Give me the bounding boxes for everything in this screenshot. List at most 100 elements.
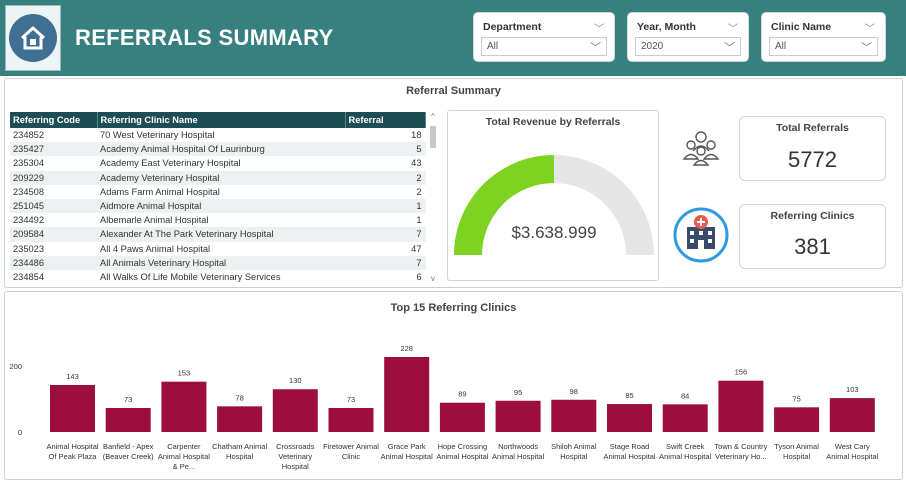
- referral-table: Referring Code Referring Clinic Name Ref…: [10, 112, 426, 284]
- department-slicer[interactable]: Department ﹀ All ﹀: [473, 12, 615, 62]
- total-referrals-card: Total Referrals 5772: [739, 116, 886, 181]
- category-label: Banfield - Apex (Beaver Creek): [102, 442, 154, 461]
- table-row[interactable]: 234852 70 West Veterinary Hospital 18: [10, 128, 426, 142]
- cell-code: 234508: [13, 186, 45, 197]
- chart-title: Top 15 Referring Clinics: [390, 302, 517, 314]
- clinic-name-label: Clinic Name: [771, 21, 832, 33]
- gauge-chart: [454, 155, 654, 255]
- year-month-select[interactable]: 2020 ﹀: [635, 37, 741, 56]
- category-label: Northwoods Animal Hospital: [492, 442, 545, 461]
- referring-clinics-value: 381: [794, 234, 831, 259]
- chevron-down-icon[interactable]: ﹀: [865, 24, 875, 35]
- clinic-name-value: All: [775, 41, 787, 52]
- cell-clinic: 70 West Veterinary Hospital: [100, 130, 215, 141]
- cell-referral: 6: [416, 271, 422, 282]
- total-referrals-value: 5772: [788, 147, 837, 172]
- cell-referral: 18: [411, 130, 422, 141]
- table-row[interactable]: 234854 All Walks Of Life Mobile Veterinar…: [10, 270, 426, 284]
- category-label: Stage Road Animal Hospital: [603, 442, 656, 461]
- cell-code: 234852: [13, 130, 45, 141]
- scroll-down-icon[interactable]: v: [431, 274, 435, 283]
- referring-clinics-card: Referring Clinics 381: [739, 204, 886, 269]
- page-title: REFERRALS SUMMARY: [75, 25, 334, 50]
- cell-referral: 7: [345, 255, 426, 270]
- chevron-down-icon[interactable]: ﹀: [594, 24, 604, 35]
- year-month-label: Year, Month: [637, 21, 696, 33]
- cell-code: 235427: [10, 142, 97, 157]
- table-row[interactable]: 235023 All 4 Paws Animal Hospital 47: [10, 242, 426, 256]
- hospital-icon: [673, 207, 729, 263]
- category-label: Grace Park Animal Hospital: [380, 442, 433, 461]
- chevron-down-icon[interactable]: ﹀: [590, 42, 601, 54]
- referring-clinics-title: Referring Clinics: [770, 210, 855, 222]
- cell-clinic: Academy Animal Hospital Of Laurinburg: [97, 142, 345, 157]
- logo: [5, 5, 61, 71]
- year-month-value: 2020: [641, 41, 664, 52]
- cell-code: 234492: [13, 215, 45, 226]
- cell-referral: 43: [411, 158, 422, 169]
- cell-code: 251045: [10, 198, 97, 214]
- header-bar: REFERRALS SUMMARY Department ﹀ All ﹀ Yea…: [0, 0, 906, 76]
- cell-clinic: Alexander At The Park Veterinary Hospita…: [97, 227, 345, 242]
- total-referrals-title: Total Referrals: [776, 122, 849, 134]
- cell-clinic: Adams Farm Animal Hospital: [100, 186, 220, 197]
- cell-code: 235304: [13, 158, 45, 169]
- scroll-thumb[interactable]: [430, 126, 436, 148]
- year-month-slicer[interactable]: Year, Month ﹀ 2020 ﹀: [627, 12, 749, 62]
- category-label: Hope Crossing Animal Hospital: [436, 442, 489, 461]
- cell-code: 209584: [10, 227, 97, 242]
- cell-clinic: All Animals Veterinary Hospital: [97, 255, 345, 270]
- cell-referral: 2: [416, 186, 422, 197]
- table-row[interactable]: 234492 Albemarle Animal Hospital 1: [10, 213, 426, 227]
- cell-clinic: All Walks Of Life Mobile Veterinary Serv…: [100, 271, 281, 282]
- table-row[interactable]: 234486 All Animals Veterinary Hospital 7: [10, 255, 426, 270]
- clinic-name-slicer[interactable]: Clinic Name ﹀ All ﹀: [761, 12, 886, 62]
- gauge-title: Total Revenue by Referrals: [485, 116, 621, 128]
- column-header-referral[interactable]: Referral: [345, 112, 426, 128]
- table-row[interactable]: 209584 Alexander At The Park Veterinary H…: [10, 227, 426, 242]
- scroll-up-icon[interactable]: ^: [431, 112, 435, 121]
- category-label: Carpenter Animal Hospital & Pe...: [157, 442, 210, 471]
- category-label: Shiloh Animal Hospital: [551, 442, 597, 461]
- revenue-gauge-card: Total Revenue by Referrals $3.638.999: [447, 110, 659, 281]
- table-row[interactable]: 234508 Adams Farm Animal Hospital 2: [10, 185, 426, 199]
- table-row[interactable]: 235427 Academy Animal Hospital Of Laurinb…: [10, 142, 426, 157]
- cell-clinic: All 4 Paws Animal Hospital: [100, 243, 211, 254]
- category-label: Tyson Animal Hospital: [774, 442, 819, 461]
- cell-clinic: Academy East Veterinary Hospital: [100, 158, 241, 169]
- cell-referral: 1: [416, 215, 422, 226]
- gauge-fill: [454, 155, 554, 255]
- cell-code: 235023: [13, 243, 45, 254]
- cell-referral: 5: [345, 142, 426, 157]
- chevron-down-icon[interactable]: ﹀: [724, 42, 735, 54]
- panel-title: Referral Summary: [406, 85, 501, 97]
- category-label: Chatham Animal Hospital: [212, 442, 268, 461]
- cell-code: 234854: [13, 271, 45, 282]
- chevron-down-icon[interactable]: ﹀: [861, 42, 872, 54]
- table-row[interactable]: 251045 Aidmore Animal Hospital 1: [10, 198, 426, 214]
- clinic-name-select[interactable]: All ﹀: [769, 37, 878, 56]
- column-header-code[interactable]: Referring Code: [10, 112, 98, 128]
- department-label: Department: [483, 21, 542, 33]
- people-group-icon: [681, 127, 721, 167]
- category-label: Swift Creek Animal Hospital: [659, 442, 712, 461]
- category-label: Animal Hospital Of Peak Plaza: [46, 442, 99, 461]
- cell-code: 209229: [10, 170, 97, 185]
- chevron-down-icon[interactable]: ﹀: [728, 24, 738, 35]
- department-select[interactable]: All ﹀: [481, 37, 607, 56]
- category-label: Town & Country Veterinary Ho...: [714, 442, 768, 461]
- cell-referral: 7: [345, 227, 426, 242]
- home-icon: [9, 14, 57, 62]
- department-value: All: [487, 41, 499, 52]
- table-row[interactable]: 209229 Academy Veterinary Hospital 2: [10, 170, 426, 185]
- cell-clinic: Academy Veterinary Hospital: [97, 170, 345, 185]
- cell-clinic: Aidmore Animal Hospital: [97, 198, 345, 214]
- cell-referral: 2: [345, 170, 426, 185]
- cell-clinic: Albemarle Animal Hospital: [100, 215, 209, 226]
- table-scrollbar[interactable]: ^ v: [428, 112, 438, 284]
- table-row[interactable]: 235304 Academy East Veterinary Hospital 43: [10, 156, 426, 170]
- cell-code: 234486: [10, 255, 97, 270]
- cell-referral: 1: [345, 198, 426, 214]
- column-header-clinic[interactable]: Referring Clinic Name: [97, 112, 346, 128]
- cell-referral: 47: [411, 243, 422, 254]
